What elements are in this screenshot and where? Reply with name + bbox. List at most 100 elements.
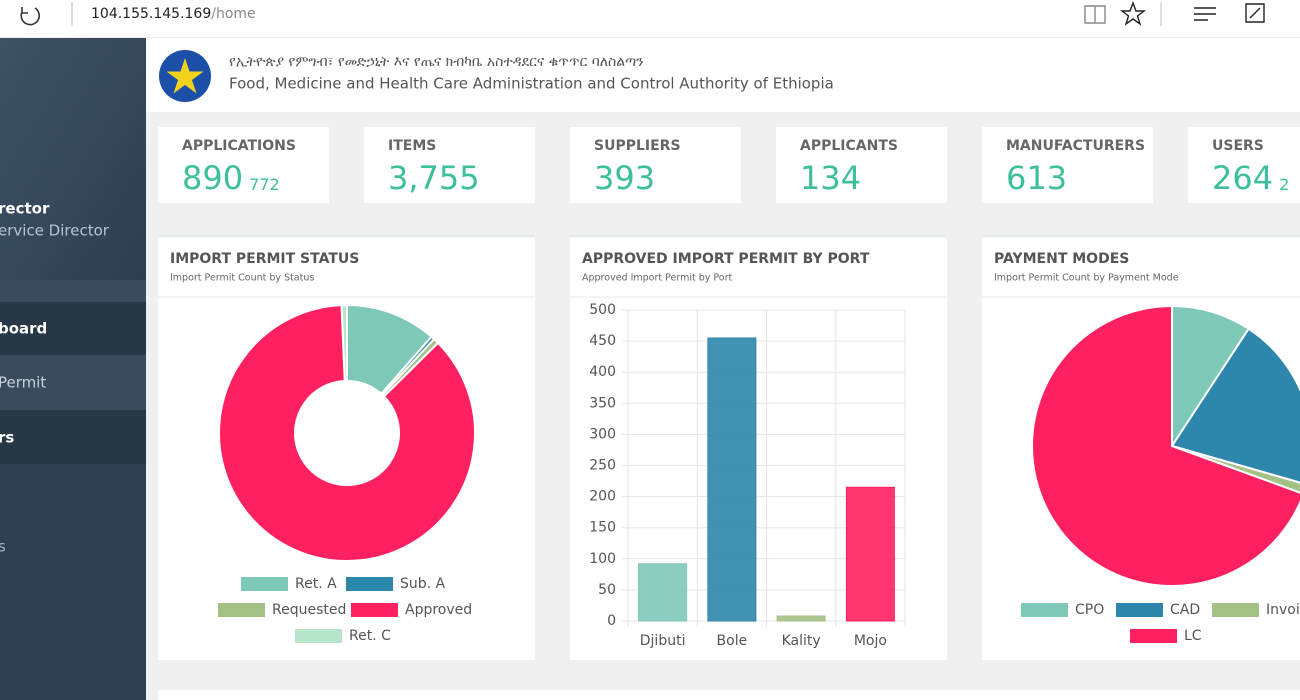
legend-swatch [241, 577, 288, 591]
stat-label: MANUFACTURERS [1006, 138, 1145, 154]
legend-swatch [346, 577, 393, 591]
legend-swatch [1021, 603, 1068, 617]
user-name: rector [0, 200, 50, 218]
stat-card [364, 127, 535, 203]
y-tick-label: 450 [589, 333, 616, 349]
legend-label: Sub. A [400, 576, 446, 592]
menu-label[interactable]: Permit [0, 374, 46, 392]
legend-label: Invoice [1266, 602, 1300, 618]
stat-number: 613 [1006, 159, 1067, 197]
bar [776, 615, 826, 622]
chart-title: APPROVED IMPORT PERMIT BY PORT [582, 251, 870, 267]
stat-number: 3,755 [388, 159, 480, 197]
legend-label: CPO [1075, 602, 1104, 618]
menu-item[interactable] [0, 302, 146, 355]
legend-swatch [1212, 603, 1259, 617]
x-tick-label: Djibuti [640, 633, 686, 649]
stat-value: 264 2 [1212, 159, 1289, 197]
menu-item[interactable] [0, 410, 146, 464]
legend-label: Requested [272, 602, 346, 618]
stat-sub: 772 [249, 175, 280, 194]
legend-swatch [1116, 603, 1163, 617]
y-tick-label: 300 [589, 426, 616, 442]
header [146, 38, 1300, 112]
browser-bar [0, 0, 1300, 38]
menu-label[interactable]: s [0, 538, 6, 556]
bottom-panel [158, 690, 1300, 700]
y-tick-label: 250 [589, 458, 616, 474]
y-tick-label: 400 [589, 364, 616, 380]
chart-panel [158, 236, 535, 660]
slice [218, 304, 476, 562]
legend-label: LC [1184, 628, 1202, 644]
stat-value: 393 [594, 159, 655, 197]
legend-swatch [351, 603, 398, 617]
stat-label: ITEMS [388, 138, 436, 154]
y-tick-label: 500 [589, 302, 616, 318]
chart-subtitle: Import Permit Count by Status [170, 273, 314, 284]
legend-swatch [1130, 629, 1177, 643]
bar [638, 563, 688, 622]
menu-label[interactable]: rs [0, 429, 14, 447]
url-host: 104.155.145.169 [91, 6, 211, 22]
stat-card [1188, 127, 1300, 203]
stat-label: SUPPLIERS [594, 138, 681, 154]
note-icon[interactable] [1245, 3, 1265, 23]
profile-area [0, 38, 146, 280]
stat-label: APPLICANTS [800, 138, 898, 154]
x-tick-label: Kality [782, 633, 821, 649]
stat-number: 890 [182, 159, 243, 197]
y-tick-label: 350 [589, 395, 616, 411]
legend-label: Ret. C [349, 628, 391, 644]
legend-swatch [295, 629, 342, 643]
stat-card [776, 127, 947, 203]
header-title-amharic: የኢትዮጵያ የምግብ፣ የመድኃኒት እና የጤና ክብካቤ አስተዳደርና … [229, 54, 644, 70]
favorite-icon[interactable] [1119, 1, 1147, 26]
legend-label: CAD [1170, 602, 1200, 618]
x-tick-label: Bole [717, 633, 748, 649]
menu-label[interactable]: board [0, 320, 47, 338]
stat-value: 134 [800, 159, 861, 197]
y-tick-label: 50 [598, 582, 616, 598]
stat-number: 264 [1212, 159, 1273, 197]
stat-value: 3,755 [388, 159, 480, 197]
stat-value: 890 772 [182, 159, 280, 197]
legend-label: Ret. A [295, 576, 337, 592]
stat-label: APPLICATIONS [182, 138, 296, 154]
content: APPLICATIONS 890 772 ITEMS 3,755 SUPPLIERS 393… [158, 127, 1300, 660]
hub-icon[interactable] [1194, 7, 1216, 21]
stat-card [158, 127, 329, 203]
stat-number: 134 [800, 159, 861, 197]
stat-number: 393 [594, 159, 655, 197]
slice [340, 303, 348, 383]
slice [1031, 304, 1300, 587]
bar [845, 486, 895, 622]
legend-swatch [218, 603, 265, 617]
bar [707, 337, 757, 622]
url-path: /home [211, 6, 255, 22]
stat-card [570, 127, 741, 203]
reading-view-icon[interactable] [1084, 5, 1106, 24]
chart-subtitle: Approved Import Permit by Port [582, 273, 733, 284]
chart-title: IMPORT PERMIT STATUS [170, 251, 359, 267]
header-title: Food, Medicine and Health Care Administr… [229, 75, 834, 93]
y-tick-label: 100 [589, 551, 616, 567]
x-tick-label: Mojo [854, 633, 887, 649]
emblem-star [166, 58, 204, 94]
tooltip: Approved: 772 [349, 512, 437, 526]
stat-label: USERS [1212, 138, 1264, 154]
y-tick-label: 0 [607, 613, 616, 629]
chart-title: PAYMENT MODES [994, 251, 1129, 267]
refresh-button[interactable] [20, 7, 41, 26]
stat-sub: 2 [1279, 175, 1289, 194]
address-bar[interactable]: 104.155.145.169/home [91, 6, 256, 22]
slice [1170, 327, 1300, 484]
stat-value: 613 [1006, 159, 1067, 197]
sidebar-divider [0, 280, 146, 302]
menu-item[interactable] [0, 355, 146, 410]
chart-subtitle: Import Permit Count by Payment Mode [994, 273, 1179, 284]
y-tick-label: 150 [589, 520, 616, 536]
y-tick-label: 200 [589, 489, 616, 505]
